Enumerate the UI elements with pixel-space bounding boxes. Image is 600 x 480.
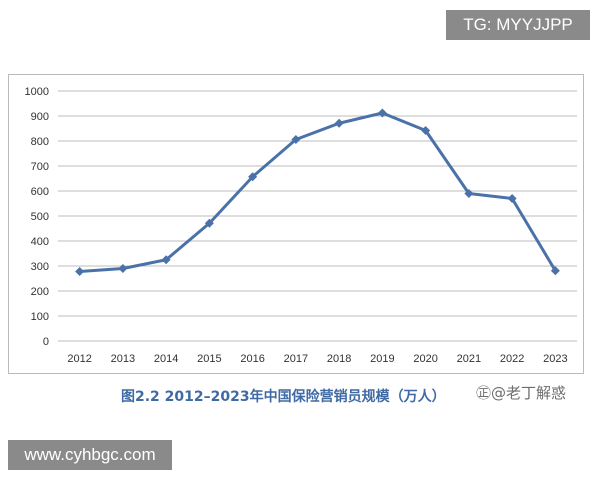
x-tick-label: 2013 (111, 353, 135, 365)
data-point (377, 108, 387, 118)
data-point (507, 194, 517, 203)
data-point (421, 126, 431, 135)
y-tick-label: 400 (31, 236, 49, 248)
y-tick-label: 0 (43, 336, 49, 348)
data-point (334, 118, 344, 128)
y-tick-label: 1000 (25, 86, 49, 98)
data-point (248, 172, 258, 182)
data-point (464, 189, 474, 198)
y-tick-label: 200 (31, 286, 49, 298)
x-tick-label: 2015 (197, 353, 221, 365)
x-tick-label: 2018 (327, 353, 351, 365)
x-tick-label: 2019 (370, 353, 394, 365)
chart-caption: 图2.2 2012–2023年中国保险营销员规模（万人） (121, 389, 446, 405)
author-credit: ㊣@老丁解惑 (476, 384, 567, 402)
y-tick-label: 500 (31, 211, 49, 223)
line-chart: 0 100 200 300 400 500 600 700 800 900 1000 2012 2013… (25, 86, 577, 365)
y-tick-label: 700 (31, 161, 49, 173)
x-tick-label: 2014 (154, 353, 178, 365)
data-point (291, 135, 301, 144)
y-tick-label: 800 (31, 136, 49, 148)
data-point (118, 264, 128, 273)
watermark-top: TG: MYYJJPP (446, 10, 590, 40)
x-tick-label: 2022 (500, 353, 524, 365)
x-tick-label: 2012 (67, 353, 91, 365)
data-point (550, 266, 560, 276)
data-point (161, 255, 171, 265)
y-tick-label: 600 (31, 186, 49, 198)
y-tick-label: 100 (31, 311, 49, 323)
chart-frame: 0 100 200 300 400 500 600 700 800 900 1000 2012 2013… (8, 74, 584, 374)
x-tick-label: 2020 (413, 353, 437, 365)
data-point (75, 267, 85, 276)
x-tick-label: 2023 (543, 353, 567, 365)
x-tick-label: 2021 (457, 353, 481, 365)
x-tick-label: 2016 (240, 353, 264, 365)
y-tick-label: 900 (31, 111, 49, 123)
watermark-bottom: www.cyhbgc.com (8, 440, 172, 470)
series-line (79, 111, 557, 273)
data-point (204, 218, 214, 228)
y-tick-label: 300 (31, 261, 49, 273)
x-tick-label: 2017 (284, 353, 308, 365)
